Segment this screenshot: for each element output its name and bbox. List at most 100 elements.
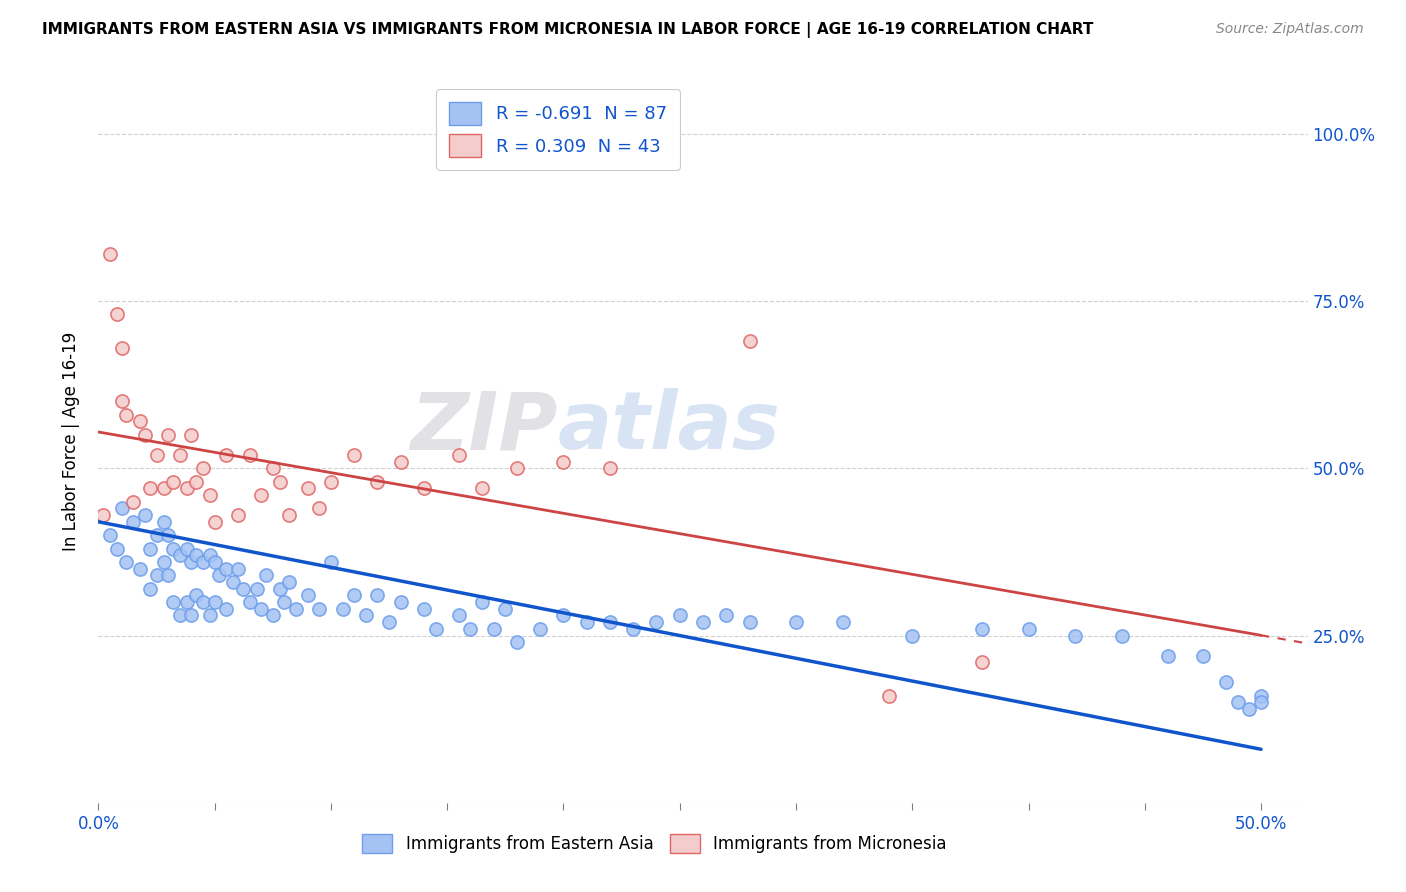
Point bbox=[738, 615, 761, 630]
Point bbox=[191, 595, 214, 609]
Text: IMMIGRANTS FROM EASTERN ASIA VS IMMIGRANTS FROM MICRONESIA IN LABOR FORCE | AGE : IMMIGRANTS FROM EASTERN ASIA VS IMMIGRAN… bbox=[42, 22, 1094, 38]
Point bbox=[157, 568, 180, 582]
Point bbox=[111, 341, 134, 355]
Point bbox=[169, 448, 191, 462]
Point bbox=[208, 568, 231, 582]
Point bbox=[482, 622, 505, 636]
Point bbox=[91, 508, 114, 523]
Point bbox=[553, 608, 575, 623]
Legend: Immigrants from Eastern Asia, Immigrants from Micronesia: Immigrants from Eastern Asia, Immigrants… bbox=[356, 827, 953, 860]
Point bbox=[198, 488, 221, 502]
Point bbox=[180, 427, 202, 442]
Point bbox=[413, 602, 436, 616]
Point bbox=[970, 655, 993, 669]
Point bbox=[111, 394, 134, 409]
Point bbox=[226, 562, 249, 576]
Point bbox=[366, 475, 388, 489]
Point bbox=[645, 615, 668, 630]
Point bbox=[129, 562, 152, 576]
Point bbox=[332, 602, 354, 616]
Point bbox=[157, 427, 180, 442]
Point bbox=[278, 575, 301, 590]
Point bbox=[389, 595, 412, 609]
Point bbox=[152, 482, 174, 496]
Point bbox=[204, 595, 226, 609]
Point bbox=[222, 575, 245, 590]
Point bbox=[413, 482, 436, 496]
Point bbox=[184, 589, 207, 603]
Point bbox=[215, 562, 238, 576]
Point bbox=[105, 307, 128, 322]
Point bbox=[738, 334, 761, 349]
Point bbox=[1064, 628, 1087, 642]
Point bbox=[204, 555, 226, 569]
Point bbox=[239, 448, 262, 462]
Point bbox=[180, 555, 202, 569]
Point bbox=[1018, 622, 1040, 636]
Point bbox=[239, 595, 262, 609]
Point bbox=[138, 582, 160, 596]
Point bbox=[389, 455, 412, 469]
Point bbox=[191, 461, 214, 475]
Point bbox=[785, 615, 807, 630]
Text: atlas: atlas bbox=[558, 388, 780, 467]
Point bbox=[269, 475, 291, 489]
Point bbox=[901, 628, 924, 642]
Point bbox=[105, 541, 128, 556]
Point bbox=[215, 602, 238, 616]
Point bbox=[138, 482, 160, 496]
Point bbox=[198, 548, 221, 563]
Point bbox=[176, 541, 198, 556]
Point bbox=[138, 541, 160, 556]
Point bbox=[115, 555, 138, 569]
Point bbox=[278, 508, 301, 523]
Point bbox=[254, 568, 277, 582]
Point bbox=[297, 589, 319, 603]
Point bbox=[226, 508, 249, 523]
Point bbox=[176, 482, 198, 496]
Point bbox=[1226, 696, 1249, 710]
Point bbox=[232, 582, 254, 596]
Point bbox=[1250, 696, 1272, 710]
Point bbox=[191, 555, 214, 569]
Point bbox=[145, 568, 167, 582]
Point bbox=[460, 622, 482, 636]
Point bbox=[529, 622, 551, 636]
Point bbox=[157, 528, 180, 542]
Point bbox=[494, 602, 516, 616]
Point bbox=[506, 461, 529, 475]
Point bbox=[152, 515, 174, 529]
Point bbox=[366, 589, 388, 603]
Point bbox=[599, 615, 621, 630]
Point bbox=[1157, 648, 1180, 663]
Point bbox=[273, 595, 295, 609]
Point bbox=[198, 608, 221, 623]
Point bbox=[425, 622, 447, 636]
Point bbox=[184, 548, 207, 563]
Text: ZIP: ZIP bbox=[411, 388, 558, 467]
Point bbox=[145, 528, 167, 542]
Point bbox=[471, 482, 494, 496]
Point bbox=[134, 508, 156, 523]
Point bbox=[134, 427, 156, 442]
Point bbox=[98, 528, 121, 542]
Point bbox=[354, 608, 377, 623]
Point bbox=[970, 622, 993, 636]
Point bbox=[162, 475, 184, 489]
Point bbox=[180, 608, 202, 623]
Point bbox=[250, 602, 273, 616]
Point bbox=[831, 615, 853, 630]
Point bbox=[98, 247, 121, 261]
Point bbox=[269, 582, 291, 596]
Point bbox=[319, 555, 342, 569]
Point bbox=[215, 448, 238, 462]
Point bbox=[1250, 689, 1272, 703]
Point bbox=[308, 501, 330, 516]
Point bbox=[447, 608, 470, 623]
Point bbox=[471, 595, 494, 609]
Point bbox=[145, 448, 167, 462]
Point bbox=[1192, 648, 1215, 663]
Point bbox=[319, 475, 342, 489]
Point bbox=[262, 461, 284, 475]
Point bbox=[877, 689, 900, 703]
